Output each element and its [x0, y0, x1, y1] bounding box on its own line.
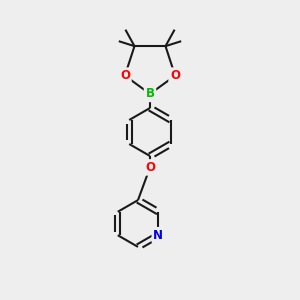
Text: O: O [170, 69, 180, 82]
Text: O: O [145, 161, 155, 174]
Text: N: N [153, 229, 163, 242]
Text: B: B [146, 87, 154, 101]
Text: O: O [120, 69, 130, 82]
